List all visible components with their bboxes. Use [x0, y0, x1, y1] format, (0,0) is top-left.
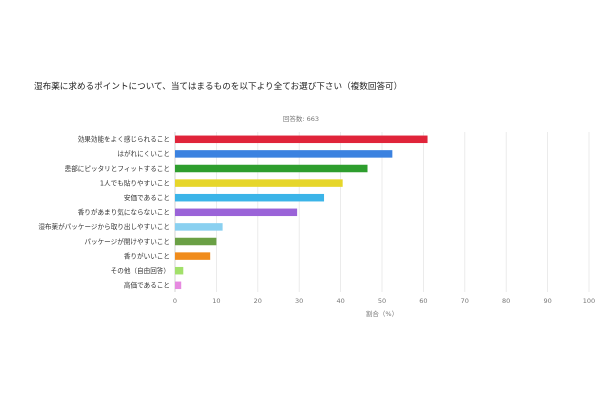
bar [175, 237, 217, 246]
category-label: 患部にピッタリとフィットすること [65, 164, 170, 173]
bars [175, 135, 428, 290]
x-tick-label: 60 [419, 297, 427, 305]
bar [175, 208, 298, 217]
x-tick-label: 30 [295, 297, 303, 305]
bar [175, 281, 182, 290]
x-tick-label: 90 [543, 297, 551, 305]
x-tick-labels: 0 10 20 30 40 50 60 70 80 90 100 [173, 297, 595, 305]
category-label: 効果効能をよく感じられること [78, 135, 170, 144]
category-label: 香りがいいこと [124, 251, 170, 260]
category-label: はがれにくいこと [117, 149, 170, 158]
x-tick-label: 40 [336, 297, 344, 305]
bar [175, 266, 184, 275]
bar [175, 164, 368, 173]
bar [175, 252, 211, 260]
bar [175, 150, 393, 158]
category-label: 香りがあまり気にならないこと [78, 208, 170, 217]
category-label: 1人でも貼りやすいこと [100, 178, 170, 187]
bar [175, 135, 428, 144]
x-axis-label: 割合（%） [366, 309, 398, 318]
bar [175, 179, 343, 187]
category-label: 高価であること [124, 281, 170, 290]
x-tick-label: 0 [173, 297, 177, 305]
x-tick-label: 80 [502, 297, 510, 305]
x-tick-label: 100 [583, 297, 595, 305]
x-tick-label: 70 [461, 297, 469, 305]
grid-lines [174, 132, 590, 292]
category-label: その他（自由回答） [111, 266, 170, 275]
chart-title: 湿布薬に求めるポイントについて、当てはまるものを以下より全てお選び下さい（複数回… [34, 80, 402, 92]
x-tick-label: 10 [212, 297, 220, 305]
x-tick-label: 20 [254, 297, 262, 305]
bar [175, 223, 223, 231]
category-label: 安価であること [124, 193, 170, 202]
bar [175, 193, 325, 202]
category-label: パッケージが開けやすいこと [84, 237, 170, 246]
category-label: 湿布薬がパッケージから取り出しやすいこと [38, 222, 170, 231]
response-count: 回答数: 663 [283, 114, 319, 123]
x-tick-label: 50 [378, 297, 386, 305]
